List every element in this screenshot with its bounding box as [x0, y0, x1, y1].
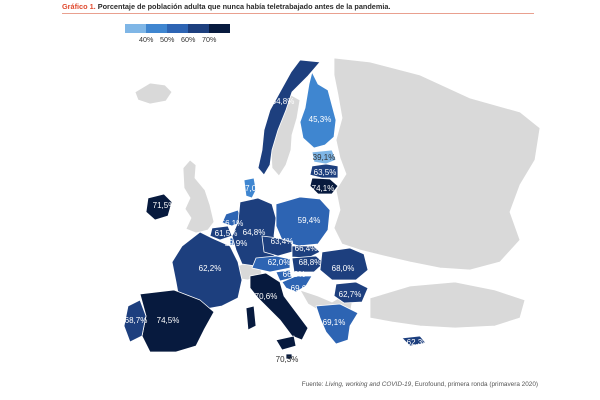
value-label-croatia: 69,6%	[291, 284, 314, 293]
country-hungary	[291, 255, 325, 273]
country-bulgaria	[333, 281, 369, 304]
country-austria	[251, 255, 291, 273]
country-slovakia	[291, 245, 321, 259]
country-uk	[182, 159, 215, 234]
country-lithuania	[309, 177, 339, 195]
legend-label-50: 50%	[160, 35, 175, 44]
legend-swatch-2	[146, 24, 167, 33]
value-label-netherlands: 56,1%	[221, 219, 244, 228]
country-belgium	[209, 225, 233, 241]
source-suffix: , Eurofound, primera ronda (primavera 20…	[411, 381, 538, 388]
country-russia-belarus-ukraine	[333, 57, 541, 271]
legend-swatch-1	[125, 24, 146, 33]
legend-label-70: 70%	[202, 35, 217, 44]
value-label-finland: 45,3%	[309, 115, 332, 124]
value-label-italy: 70,6%	[255, 292, 278, 301]
value-label-cyprus: 62,3%	[407, 338, 430, 347]
value-label-czechia: 63,4%	[271, 237, 294, 246]
value-label-denmark: 57,0%	[241, 184, 264, 193]
country-denmark	[243, 177, 257, 199]
country-finland	[299, 71, 337, 149]
value-label-germany: 64,8%	[243, 228, 266, 237]
country-romania	[319, 247, 369, 281]
value-label-slovenia: 66,3%	[283, 270, 306, 279]
country-portugal	[123, 299, 147, 343]
value-label-greece: 69,1%	[323, 318, 346, 327]
country-norway	[257, 59, 321, 176]
figure-caption: Porcentaje de población adulta que nunca…	[97, 2, 391, 11]
country-estonia	[311, 149, 337, 165]
legend-swatch-5	[209, 24, 230, 33]
country-latvia	[309, 163, 339, 179]
source-note: Fuente: Living, working and COVID-19, Eu…	[302, 381, 538, 388]
legend-label-60: 60%	[181, 35, 196, 44]
value-label-estonia: 39,1%	[313, 153, 336, 162]
value-label-slovakia: 66,4%	[295, 244, 318, 253]
value-label-spain: 74,5%	[157, 316, 180, 325]
value-label-lithuania: 74,1%	[312, 184, 335, 193]
figure-number: Gráfico 1.	[62, 2, 96, 11]
country-italy	[249, 272, 309, 341]
country-poland	[275, 196, 331, 247]
country-sardinia	[245, 305, 257, 331]
value-label-hungary: 68,8%	[299, 258, 322, 267]
country-greece	[315, 303, 359, 345]
country-cyprus	[401, 335, 427, 347]
value-label-ireland: 71,5%	[153, 201, 176, 210]
value-label-malta: 70,3%	[276, 355, 299, 364]
country-ireland	[145, 193, 173, 221]
value-label-bulgaria: 62,7%	[339, 290, 362, 299]
value-label-portugal: 68,7%	[125, 316, 148, 325]
value-label-latvia: 63,5%	[314, 168, 337, 177]
value-label-norway: 64,8%	[272, 97, 295, 106]
country-sicily	[275, 335, 297, 351]
title-divider	[62, 13, 534, 14]
value-label-france: 62,2%	[199, 264, 222, 273]
country-malta	[285, 353, 293, 360]
legend-swatch-4	[188, 24, 209, 33]
value-label-romania: 68,0%	[332, 264, 355, 273]
value-label-luxembourg: 59,9%	[225, 239, 248, 248]
value-label-belgium: 61,5%	[215, 229, 238, 238]
country-iceland	[134, 82, 173, 105]
legend-swatch-3	[167, 24, 188, 33]
value-label-poland: 59,4%	[298, 216, 321, 225]
source-prefix: Fuente:	[301, 381, 326, 388]
country-turkey	[369, 281, 526, 329]
legend-label-40: 40%	[139, 35, 154, 44]
chart-title: Gráfico 1. Porcentaje de población adult…	[62, 2, 390, 11]
country-france	[171, 231, 243, 311]
country-croatia	[281, 275, 313, 293]
source-title: Living, working and COVID-19	[325, 381, 412, 388]
value-label-austria: 62,0%	[268, 258, 291, 267]
